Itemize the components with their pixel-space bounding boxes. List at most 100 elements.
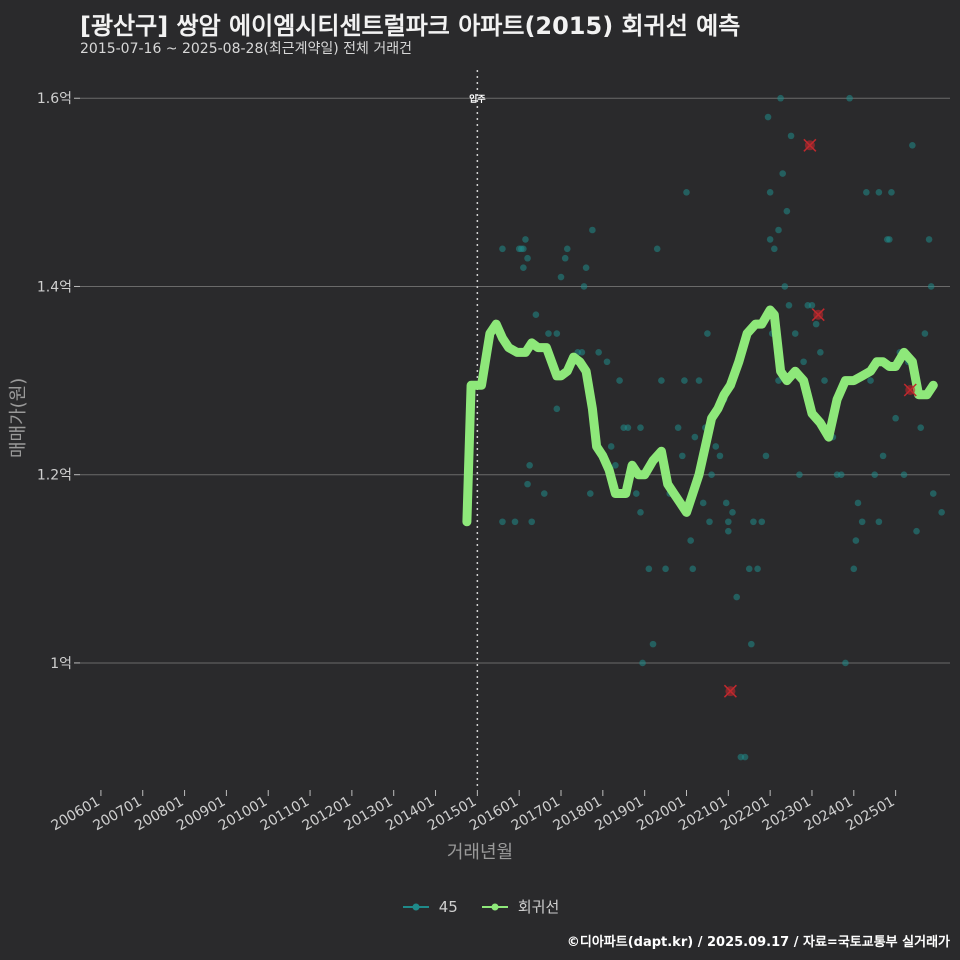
data-point (745, 565, 753, 573)
data-point (800, 358, 807, 366)
data-point (674, 424, 682, 431)
data-point (706, 518, 713, 526)
outlier-point (811, 308, 825, 322)
data-point (691, 433, 699, 441)
data-point (886, 236, 893, 243)
data-point (662, 565, 669, 573)
data-point (762, 452, 770, 460)
data-point (499, 245, 506, 253)
data-point (699, 499, 707, 507)
data-point (561, 254, 569, 262)
data-point (766, 189, 774, 196)
data-point (850, 565, 858, 573)
data-point (582, 264, 590, 271)
data-point (607, 443, 615, 450)
data-point (695, 377, 703, 384)
data-point (938, 509, 945, 516)
data-point (704, 330, 711, 337)
outlier-cross (811, 308, 825, 322)
scatter-points (499, 94, 945, 761)
data-point (913, 527, 920, 535)
outlier-cross (803, 138, 817, 152)
legend-line-label: 회귀선 (517, 898, 560, 916)
data-point (750, 518, 757, 526)
outlier-cross (723, 684, 737, 698)
data-point (716, 452, 724, 460)
data-point (528, 518, 536, 526)
data-point (821, 377, 828, 384)
outlier-point (803, 138, 817, 152)
data-point (733, 593, 740, 601)
chart-subtitle: 2015-07-16 ~ 2025-08-28(최근계약일) 전체 거래건 (80, 41, 412, 57)
data-point (852, 537, 860, 544)
data-point (532, 311, 540, 319)
data-point (520, 264, 527, 271)
data-point (679, 452, 686, 460)
regression-path (462, 305, 938, 527)
data-point (754, 565, 761, 573)
data-point (658, 377, 665, 384)
data-point (624, 424, 632, 431)
data-point (616, 377, 623, 384)
y-axis-ticks: 1억 1.2억 1.4억 1.6억 (37, 91, 80, 672)
data-point (524, 480, 531, 488)
data-point (879, 452, 887, 460)
data-point (499, 518, 506, 526)
outlier-cross (903, 383, 917, 397)
data-point (545, 330, 552, 337)
data-point (637, 509, 644, 516)
data-point (637, 424, 644, 431)
data-point (645, 565, 653, 573)
data-point (925, 236, 933, 243)
data-point (578, 349, 586, 356)
x-axis-label: 거래년월 (446, 842, 514, 863)
data-point (557, 273, 565, 281)
data-point (741, 753, 749, 761)
data-point (929, 490, 937, 497)
footer-credit: ©디아파트(dapt.kr) / 2025.09.17 / 자료=국토교통부 실… (566, 935, 950, 950)
data-point (758, 518, 766, 526)
data-point (867, 377, 874, 384)
data-point (687, 537, 694, 544)
data-point (522, 236, 529, 243)
data-point (586, 490, 594, 497)
legend-line-swatch (481, 903, 508, 910)
data-point (639, 659, 646, 667)
data-point (708, 471, 715, 479)
outlier-marks (723, 138, 917, 698)
grid-layer (80, 97, 950, 664)
data-point (540, 490, 548, 497)
data-point (764, 113, 772, 121)
x-axis-ticks: 2006012007012008012009012010012011012012… (49, 790, 898, 834)
data-point (595, 349, 602, 356)
data-point (553, 405, 561, 413)
data-point (653, 245, 661, 253)
data-point (689, 565, 697, 573)
data-point (837, 471, 845, 479)
data-point (921, 330, 929, 337)
data-point (580, 283, 588, 290)
data-point (863, 189, 870, 196)
data-point (787, 132, 795, 140)
data-point (808, 301, 816, 309)
legend-points-swatch (402, 903, 429, 910)
data-point (791, 330, 799, 337)
outlier-point (903, 383, 917, 397)
data-point (520, 245, 527, 253)
data-point (871, 471, 879, 479)
legend-item-regression: 회귀선 (480, 896, 559, 917)
data-point (783, 207, 791, 215)
data-point (775, 226, 782, 234)
regression-line (462, 305, 938, 527)
data-point (563, 245, 571, 253)
data-point (812, 320, 820, 328)
data-point (766, 236, 774, 243)
data-point (858, 518, 866, 526)
legend-points-label: 45 (438, 897, 458, 916)
data-point (725, 527, 732, 535)
outlier-point (723, 684, 737, 698)
data-point (722, 499, 730, 507)
data-point (854, 499, 862, 507)
data-point (785, 301, 793, 309)
